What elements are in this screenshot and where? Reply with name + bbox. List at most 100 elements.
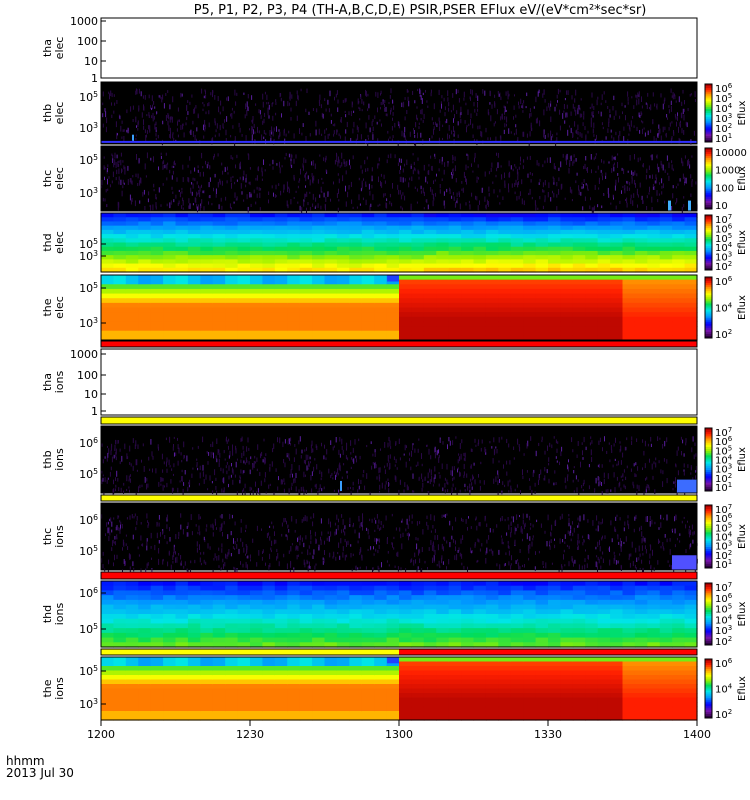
spectrogram-cell [287, 321, 301, 327]
noise-pixel [626, 465, 628, 469]
noise-pixel [384, 442, 386, 448]
noise-pixel [115, 488, 116, 492]
noise-pixel [440, 101, 442, 104]
noise-pixel [659, 437, 661, 440]
noise-pixel [305, 173, 306, 178]
noise-pixel [510, 485, 512, 490]
noise-pixel [202, 166, 204, 169]
noise-pixel [152, 468, 153, 473]
noise-pixel [281, 522, 283, 527]
noise-pixel [615, 182, 617, 186]
noise-pixel [446, 479, 448, 484]
noise-pixel [643, 450, 645, 456]
noise-pixel [251, 128, 253, 134]
noise-pixel [374, 449, 376, 453]
spectrogram-cell [411, 238, 425, 244]
noise-pixel [446, 513, 448, 516]
noise-pixel [359, 118, 361, 121]
noise-pixel [313, 513, 315, 519]
noise-pixel [129, 566, 131, 573]
noise-pixel [222, 490, 224, 493]
spectrogram-cell [225, 221, 239, 227]
noise-pixel [491, 104, 493, 109]
noise-pixel [281, 479, 283, 483]
spectrogram-cell [187, 326, 201, 332]
spectrogram-cell [423, 293, 437, 299]
noise-pixel [529, 113, 531, 119]
spectrogram-cell [610, 221, 624, 227]
noise-pixel [554, 470, 556, 474]
noise-pixel [214, 121, 216, 126]
spectrogram-cell [535, 293, 549, 299]
noise-pixel [441, 102, 442, 109]
spectrogram-cell [138, 293, 152, 299]
panel-thb-elec-frame [100, 81, 698, 145]
noise-pixel [444, 536, 446, 542]
colorbar-swatch [705, 301, 712, 304]
spectrogram-cell [237, 229, 251, 235]
noise-pixel [290, 107, 292, 112]
spectrogram-cell [200, 321, 214, 327]
noise-pixel [646, 103, 648, 110]
colorbar-swatch [705, 128, 712, 131]
noise-pixel [328, 518, 330, 525]
noise-pixel [266, 102, 268, 105]
spectrogram-cell [200, 213, 214, 218]
noise-pixel [455, 540, 456, 545]
noise-pixel [285, 534, 287, 537]
noise-pixel [230, 553, 232, 557]
noise-pixel [685, 177, 687, 184]
noise-pixel [448, 107, 450, 112]
noise-pixel [114, 448, 116, 451]
noise-pixel [513, 132, 515, 136]
spectrogram-cell [349, 326, 363, 332]
noise-pixel [571, 189, 573, 194]
noise-pixel [291, 154, 293, 158]
noise-pixel [158, 166, 159, 171]
noise-pixel [264, 472, 266, 478]
spectrogram-cell [448, 267, 462, 273]
noise-pixel [640, 111, 642, 117]
noise-pixel [184, 455, 185, 458]
spectrogram-cell [548, 238, 562, 244]
noise-pixel [558, 167, 560, 171]
noise-pixel [681, 157, 683, 164]
noise-pixel [434, 156, 436, 159]
colorbar-swatch [705, 192, 712, 196]
spectrogram-cell [324, 316, 338, 323]
noise-pixel [668, 162, 670, 169]
noise-pixel [239, 479, 241, 484]
noise-pixel [119, 528, 121, 534]
spectrogram-cell [622, 267, 636, 273]
noise-pixel [585, 156, 587, 161]
spectrogram-cell [684, 298, 698, 304]
spectrogram-cell [138, 279, 152, 285]
spectrogram-cell [138, 242, 152, 248]
noise-pixel [659, 182, 660, 185]
noise-pixel [526, 133, 528, 138]
spectrogram-cell [523, 321, 537, 327]
noise-pixel [333, 181, 334, 185]
noise-pixel [191, 94, 193, 98]
noise-pixel [690, 529, 691, 536]
spectrogram-cell [175, 307, 189, 313]
noise-pixel [406, 518, 408, 525]
spectrogram-cell [274, 307, 288, 313]
noise-pixel [269, 483, 271, 487]
noise-pixel [671, 164, 673, 170]
noise-pixel [528, 140, 530, 146]
spectrogram-cell [237, 307, 251, 313]
spectrogram-cell [510, 302, 524, 309]
spectrogram-cell [138, 217, 152, 223]
noise-pixel [630, 468, 632, 472]
spectrogram-cell [498, 302, 512, 309]
noise-pixel [294, 444, 296, 447]
noise-pixel [374, 462, 376, 469]
noise-pixel [209, 165, 211, 170]
noise-pixel [136, 459, 138, 466]
noise-pixel [613, 472, 615, 478]
spectrogram-cell [634, 246, 648, 252]
noise-pixel [347, 540, 349, 546]
noise-pixel [400, 205, 402, 209]
noise-pixel [676, 198, 678, 202]
